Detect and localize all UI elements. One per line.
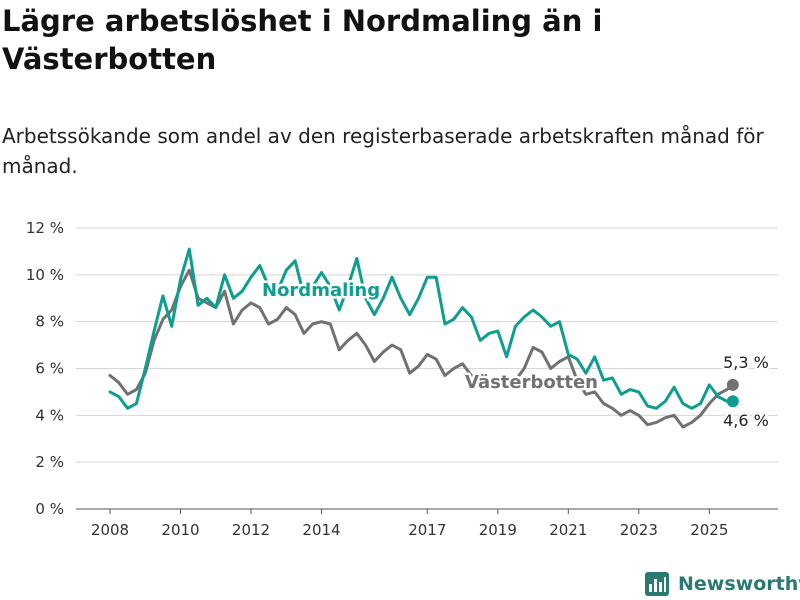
x-axis: 2008 2010 2012 2014 2017 2019 2021 2023 2025 (91, 509, 728, 539)
gridlines (76, 227, 778, 510)
newsworthy-logo: Newsworthy (644, 569, 800, 599)
y-tick-label: 6 % (35, 360, 64, 378)
line-chart: 0 % 2 % 4 % 6 % 8 % 10 % 12 % 2008 2010 2012 2014… (26, 219, 778, 539)
x-tick-label: 2019 (479, 521, 517, 539)
end-label-vasterbotten-halo: 5,3 % (723, 353, 769, 372)
y-tick-label: 0 % (35, 500, 64, 518)
end-label-vasterbotten: 5,3 % (723, 353, 769, 372)
series-lines (108, 247, 739, 429)
x-tick-label: 2023 (620, 521, 658, 539)
series-label-vasterbotten-halo: Västerbotten (465, 372, 598, 393)
y-tick-label: 4 % (35, 406, 64, 424)
series-line-nordmaling (108, 247, 735, 410)
end-label-nordmaling-halo: 4,6 % (723, 411, 769, 430)
x-tick-label: 2021 (549, 521, 587, 539)
brand-name: Newsworthy (678, 573, 800, 595)
end-point-vasterbotten (726, 378, 739, 391)
y-tick-label: 2 % (35, 453, 64, 471)
series-label-nordmaling: Nordmaling (262, 280, 380, 301)
newsworthy-icon (645, 572, 669, 596)
chart-title: Lägre arbetslöshet i Nordmaling än i Väs… (2, 4, 603, 76)
end-label-nordmaling: 4,6 % (723, 411, 769, 430)
series-labels: NordmalingNordmalingVästerbottenVästerbo… (260, 278, 772, 433)
series-label-nordmaling-halo: Nordmaling (262, 280, 380, 301)
x-tick-label: 2012 (232, 521, 270, 539)
y-axis-labels: 0 % 2 % 4 % 6 % 8 % 10 % 12 % (26, 219, 64, 518)
chart-subtitle: Arbetssökande som andel av den registerb… (2, 124, 764, 178)
x-tick-label: 2017 (408, 521, 446, 539)
x-tick-label: 2025 (690, 521, 728, 539)
y-tick-label: 12 % (26, 219, 64, 237)
x-tick-label: 2014 (302, 521, 340, 539)
y-tick-label: 10 % (26, 266, 64, 284)
x-tick-label: 2010 (161, 521, 199, 539)
end-point-nordmaling (726, 395, 739, 408)
series-label-vasterbotten: Västerbotten (465, 372, 598, 393)
y-tick-label: 8 % (35, 313, 64, 331)
x-tick-label: 2008 (91, 521, 129, 539)
